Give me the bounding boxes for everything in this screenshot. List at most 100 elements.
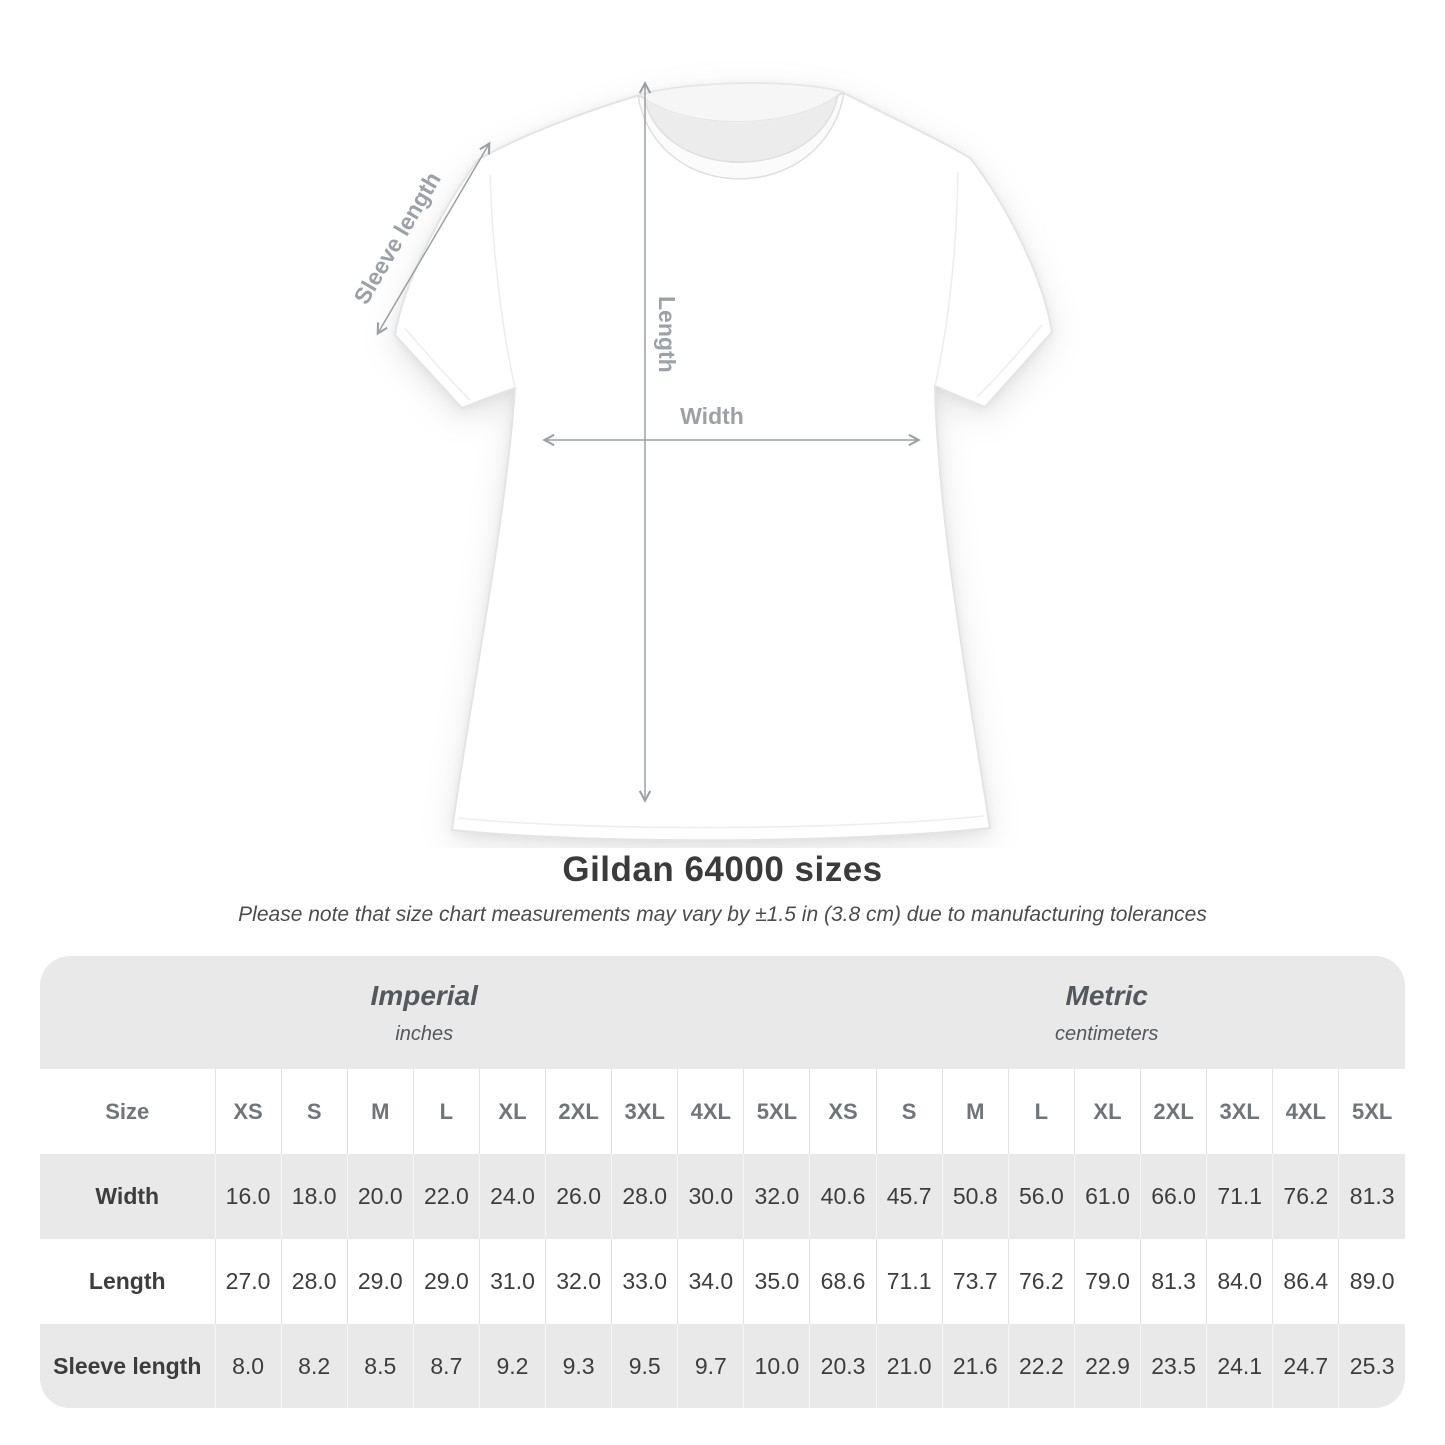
size-cell: L bbox=[1007, 1069, 1075, 1154]
width-label: Width bbox=[680, 403, 744, 429]
value-cell: 79.0 bbox=[1073, 1239, 1141, 1324]
value-cell: 24.0 bbox=[478, 1154, 546, 1239]
size-cell: 2XL bbox=[545, 1069, 612, 1154]
value-cell: 29.0 bbox=[412, 1239, 480, 1324]
value-cell: 71.1 bbox=[875, 1239, 943, 1324]
length-label: Length bbox=[654, 296, 680, 373]
size-cell: L bbox=[412, 1069, 480, 1154]
metric-section-header: Metric centimeters bbox=[808, 956, 1405, 1069]
size-cell: 5XL bbox=[743, 1069, 810, 1154]
size-cell: 4XL bbox=[677, 1069, 744, 1154]
size-cell: XS bbox=[809, 1069, 877, 1154]
value-cell: 84.0 bbox=[1206, 1239, 1273, 1324]
measurement-arrows bbox=[376, 81, 921, 803]
value-cell: 9.5 bbox=[611, 1324, 678, 1408]
tshirt-body bbox=[393, 82, 1054, 842]
value-cell: 76.2 bbox=[1272, 1154, 1339, 1239]
value-cell: 21.6 bbox=[941, 1324, 1009, 1408]
value-cell: 27.0 bbox=[214, 1239, 282, 1324]
value-cell: 22.9 bbox=[1073, 1324, 1141, 1408]
value-cell: 10.0 bbox=[743, 1324, 810, 1408]
size-cell: S bbox=[875, 1069, 943, 1154]
value-cell: 86.4 bbox=[1272, 1239, 1339, 1324]
size-table: Size XS S M L XL 2XL 3XL 4XL 5XL XS S M … bbox=[40, 1069, 1405, 1408]
sleeve-length-arrow bbox=[376, 141, 491, 336]
row-label: Length bbox=[88, 1268, 166, 1294]
collar-back bbox=[638, 82, 844, 123]
table-row-length: Length 27.0 28.0 29.0 29.0 31.0 32.0 33.… bbox=[40, 1239, 1405, 1324]
value-cell: 35.0 bbox=[743, 1239, 810, 1324]
imperial-section-header: Imperial inches bbox=[40, 956, 808, 1069]
metric-unit: centimeters bbox=[1055, 1022, 1159, 1045]
tshirt-illustration bbox=[393, 82, 1054, 842]
value-cell: 25.3 bbox=[1338, 1324, 1405, 1408]
size-cell: 3XL bbox=[1206, 1069, 1273, 1154]
value-cell: 16.0 bbox=[214, 1154, 282, 1239]
value-cell: 34.0 bbox=[677, 1239, 744, 1324]
value-cell: 8.5 bbox=[346, 1324, 414, 1408]
value-cell: 66.0 bbox=[1140, 1154, 1207, 1239]
value-cell: 24.7 bbox=[1272, 1324, 1339, 1408]
size-cell: XL bbox=[478, 1069, 546, 1154]
value-cell: 61.0 bbox=[1073, 1154, 1141, 1239]
value-cell: 22.0 bbox=[412, 1154, 480, 1239]
collar-band bbox=[637, 91, 845, 180]
row-label: Sleeve length bbox=[53, 1352, 202, 1379]
table-row-sleeve-length: Sleeve length 8.0 8.2 8.5 8.7 9.2 9.3 9.… bbox=[40, 1324, 1405, 1408]
value-cell: 22.2 bbox=[1007, 1324, 1075, 1408]
value-cell: 20.0 bbox=[346, 1154, 414, 1239]
value-cell: 9.3 bbox=[545, 1324, 612, 1408]
size-cell: 5XL bbox=[1338, 1069, 1405, 1154]
tolerance-note: Please note that size chart measurements… bbox=[238, 903, 1207, 926]
value-cell: 81.3 bbox=[1140, 1239, 1207, 1324]
value-cell: 30.0 bbox=[677, 1154, 744, 1239]
row-label: Width bbox=[95, 1183, 160, 1209]
size-cell: M bbox=[346, 1069, 414, 1154]
size-cell: M bbox=[941, 1069, 1009, 1154]
imperial-label: Imperial bbox=[370, 979, 478, 1011]
tshirt-measurement-figure: Width Length Sleeve length bbox=[348, 81, 1054, 842]
metric-label: Metric bbox=[1065, 979, 1148, 1011]
imperial-unit: inches bbox=[395, 1022, 454, 1045]
value-cell: 71.1 bbox=[1206, 1154, 1273, 1239]
value-cell: 32.0 bbox=[743, 1154, 810, 1239]
size-chart-card: Imperial inches Metric centimeters Size … bbox=[40, 956, 1405, 1408]
size-cell: XL bbox=[1073, 1069, 1141, 1154]
value-cell: 9.2 bbox=[478, 1324, 546, 1408]
units-header: Imperial inches Metric centimeters bbox=[40, 956, 1405, 1069]
value-cell: 20.3 bbox=[809, 1324, 877, 1408]
value-cell: 32.0 bbox=[545, 1239, 612, 1324]
value-cell: 8.2 bbox=[280, 1324, 348, 1408]
value-cell: 23.5 bbox=[1140, 1324, 1207, 1408]
value-cell: 40.6 bbox=[809, 1154, 877, 1239]
size-cell: S bbox=[280, 1069, 348, 1154]
value-cell: 18.0 bbox=[280, 1154, 348, 1239]
value-cell: 89.0 bbox=[1338, 1239, 1405, 1324]
value-cell: 26.0 bbox=[545, 1154, 612, 1239]
value-cell: 45.7 bbox=[875, 1154, 943, 1239]
value-cell: 81.3 bbox=[1338, 1154, 1405, 1239]
table-row-width: Width 16.0 18.0 20.0 22.0 24.0 26.0 28.0… bbox=[40, 1154, 1405, 1239]
value-cell: 73.7 bbox=[941, 1239, 1009, 1324]
value-cell: 8.7 bbox=[412, 1324, 480, 1408]
size-cell: 3XL bbox=[611, 1069, 678, 1154]
value-cell: 24.1 bbox=[1206, 1324, 1273, 1408]
value-cell: 56.0 bbox=[1007, 1154, 1075, 1239]
value-cell: 21.0 bbox=[875, 1324, 943, 1408]
value-cell: 29.0 bbox=[346, 1239, 414, 1324]
value-cell: 8.0 bbox=[214, 1324, 282, 1408]
value-cell: 9.7 bbox=[677, 1324, 744, 1408]
size-cell: 2XL bbox=[1140, 1069, 1207, 1154]
value-cell: 68.6 bbox=[809, 1239, 877, 1324]
collar-opening bbox=[644, 95, 838, 163]
value-cell: 50.8 bbox=[941, 1154, 1009, 1239]
size-cell: 4XL bbox=[1272, 1069, 1339, 1154]
value-cell: 33.0 bbox=[611, 1239, 678, 1324]
value-cell: 28.0 bbox=[611, 1154, 678, 1239]
page-title: Gildan 64000 sizes bbox=[562, 850, 883, 889]
size-cell: XS bbox=[214, 1069, 282, 1154]
size-header-row: Size XS S M L XL 2XL 3XL 4XL 5XL XS S M … bbox=[40, 1069, 1405, 1154]
value-cell: 76.2 bbox=[1007, 1239, 1075, 1324]
value-cell: 31.0 bbox=[478, 1239, 546, 1324]
size-column-header: Size bbox=[105, 1098, 150, 1124]
